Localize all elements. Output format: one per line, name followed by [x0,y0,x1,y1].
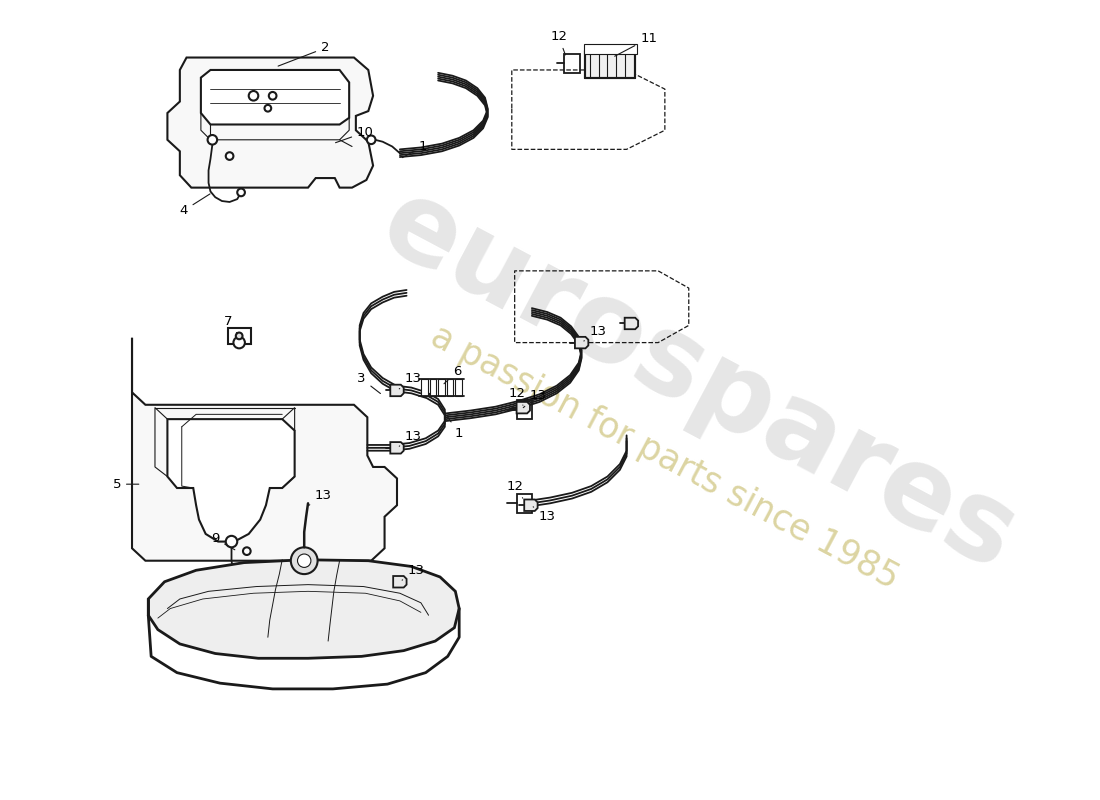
Bar [517,494,532,513]
Text: 4: 4 [179,194,210,217]
Text: 7: 7 [223,315,238,334]
Bar [421,379,428,396]
Text: 5: 5 [112,478,139,490]
Bar [583,44,637,54]
Circle shape [226,536,238,547]
Text: 9: 9 [211,532,234,550]
Text: 1: 1 [403,140,427,158]
Bar [429,379,437,396]
Text: 13: 13 [524,389,546,408]
Bar [447,379,453,396]
Circle shape [297,554,311,567]
Text: 13: 13 [403,564,425,580]
Polygon shape [517,402,530,414]
Text: 2: 2 [278,42,330,66]
Polygon shape [132,338,397,561]
Text: 13: 13 [308,489,332,506]
Text: eurospares: eurospares [363,169,1034,593]
Text: 3: 3 [358,373,381,394]
Polygon shape [167,58,373,188]
Circle shape [290,547,318,574]
Polygon shape [525,499,538,511]
Circle shape [233,337,245,348]
Polygon shape [625,318,638,330]
Circle shape [238,189,245,196]
Circle shape [264,105,272,111]
Polygon shape [201,70,349,125]
Bar [228,328,251,343]
Text: 13: 13 [584,325,606,341]
Bar [455,379,462,396]
Polygon shape [148,560,459,658]
Circle shape [226,152,233,160]
Text: 13: 13 [534,507,556,523]
Polygon shape [167,419,295,542]
Text: 13: 13 [399,430,421,446]
Circle shape [243,547,251,555]
Text: 10: 10 [336,126,374,142]
Text: 12: 12 [508,387,525,406]
Text: 1: 1 [448,417,463,440]
Bar [517,400,532,419]
Text: 12: 12 [506,479,524,498]
Polygon shape [393,576,407,587]
Polygon shape [575,337,589,348]
Text: 13: 13 [399,373,421,389]
Circle shape [367,135,375,144]
Polygon shape [390,385,404,396]
Circle shape [249,91,258,101]
Bar [438,379,444,396]
Text: 6: 6 [444,365,462,384]
Text: 12: 12 [550,30,568,55]
Text: 11: 11 [615,32,657,56]
Text: a passion for parts since 1985: a passion for parts since 1985 [425,319,904,596]
Bar [585,51,635,78]
Circle shape [268,92,276,100]
Bar [564,54,580,73]
Polygon shape [390,442,404,454]
Circle shape [208,135,217,145]
Circle shape [235,333,242,339]
